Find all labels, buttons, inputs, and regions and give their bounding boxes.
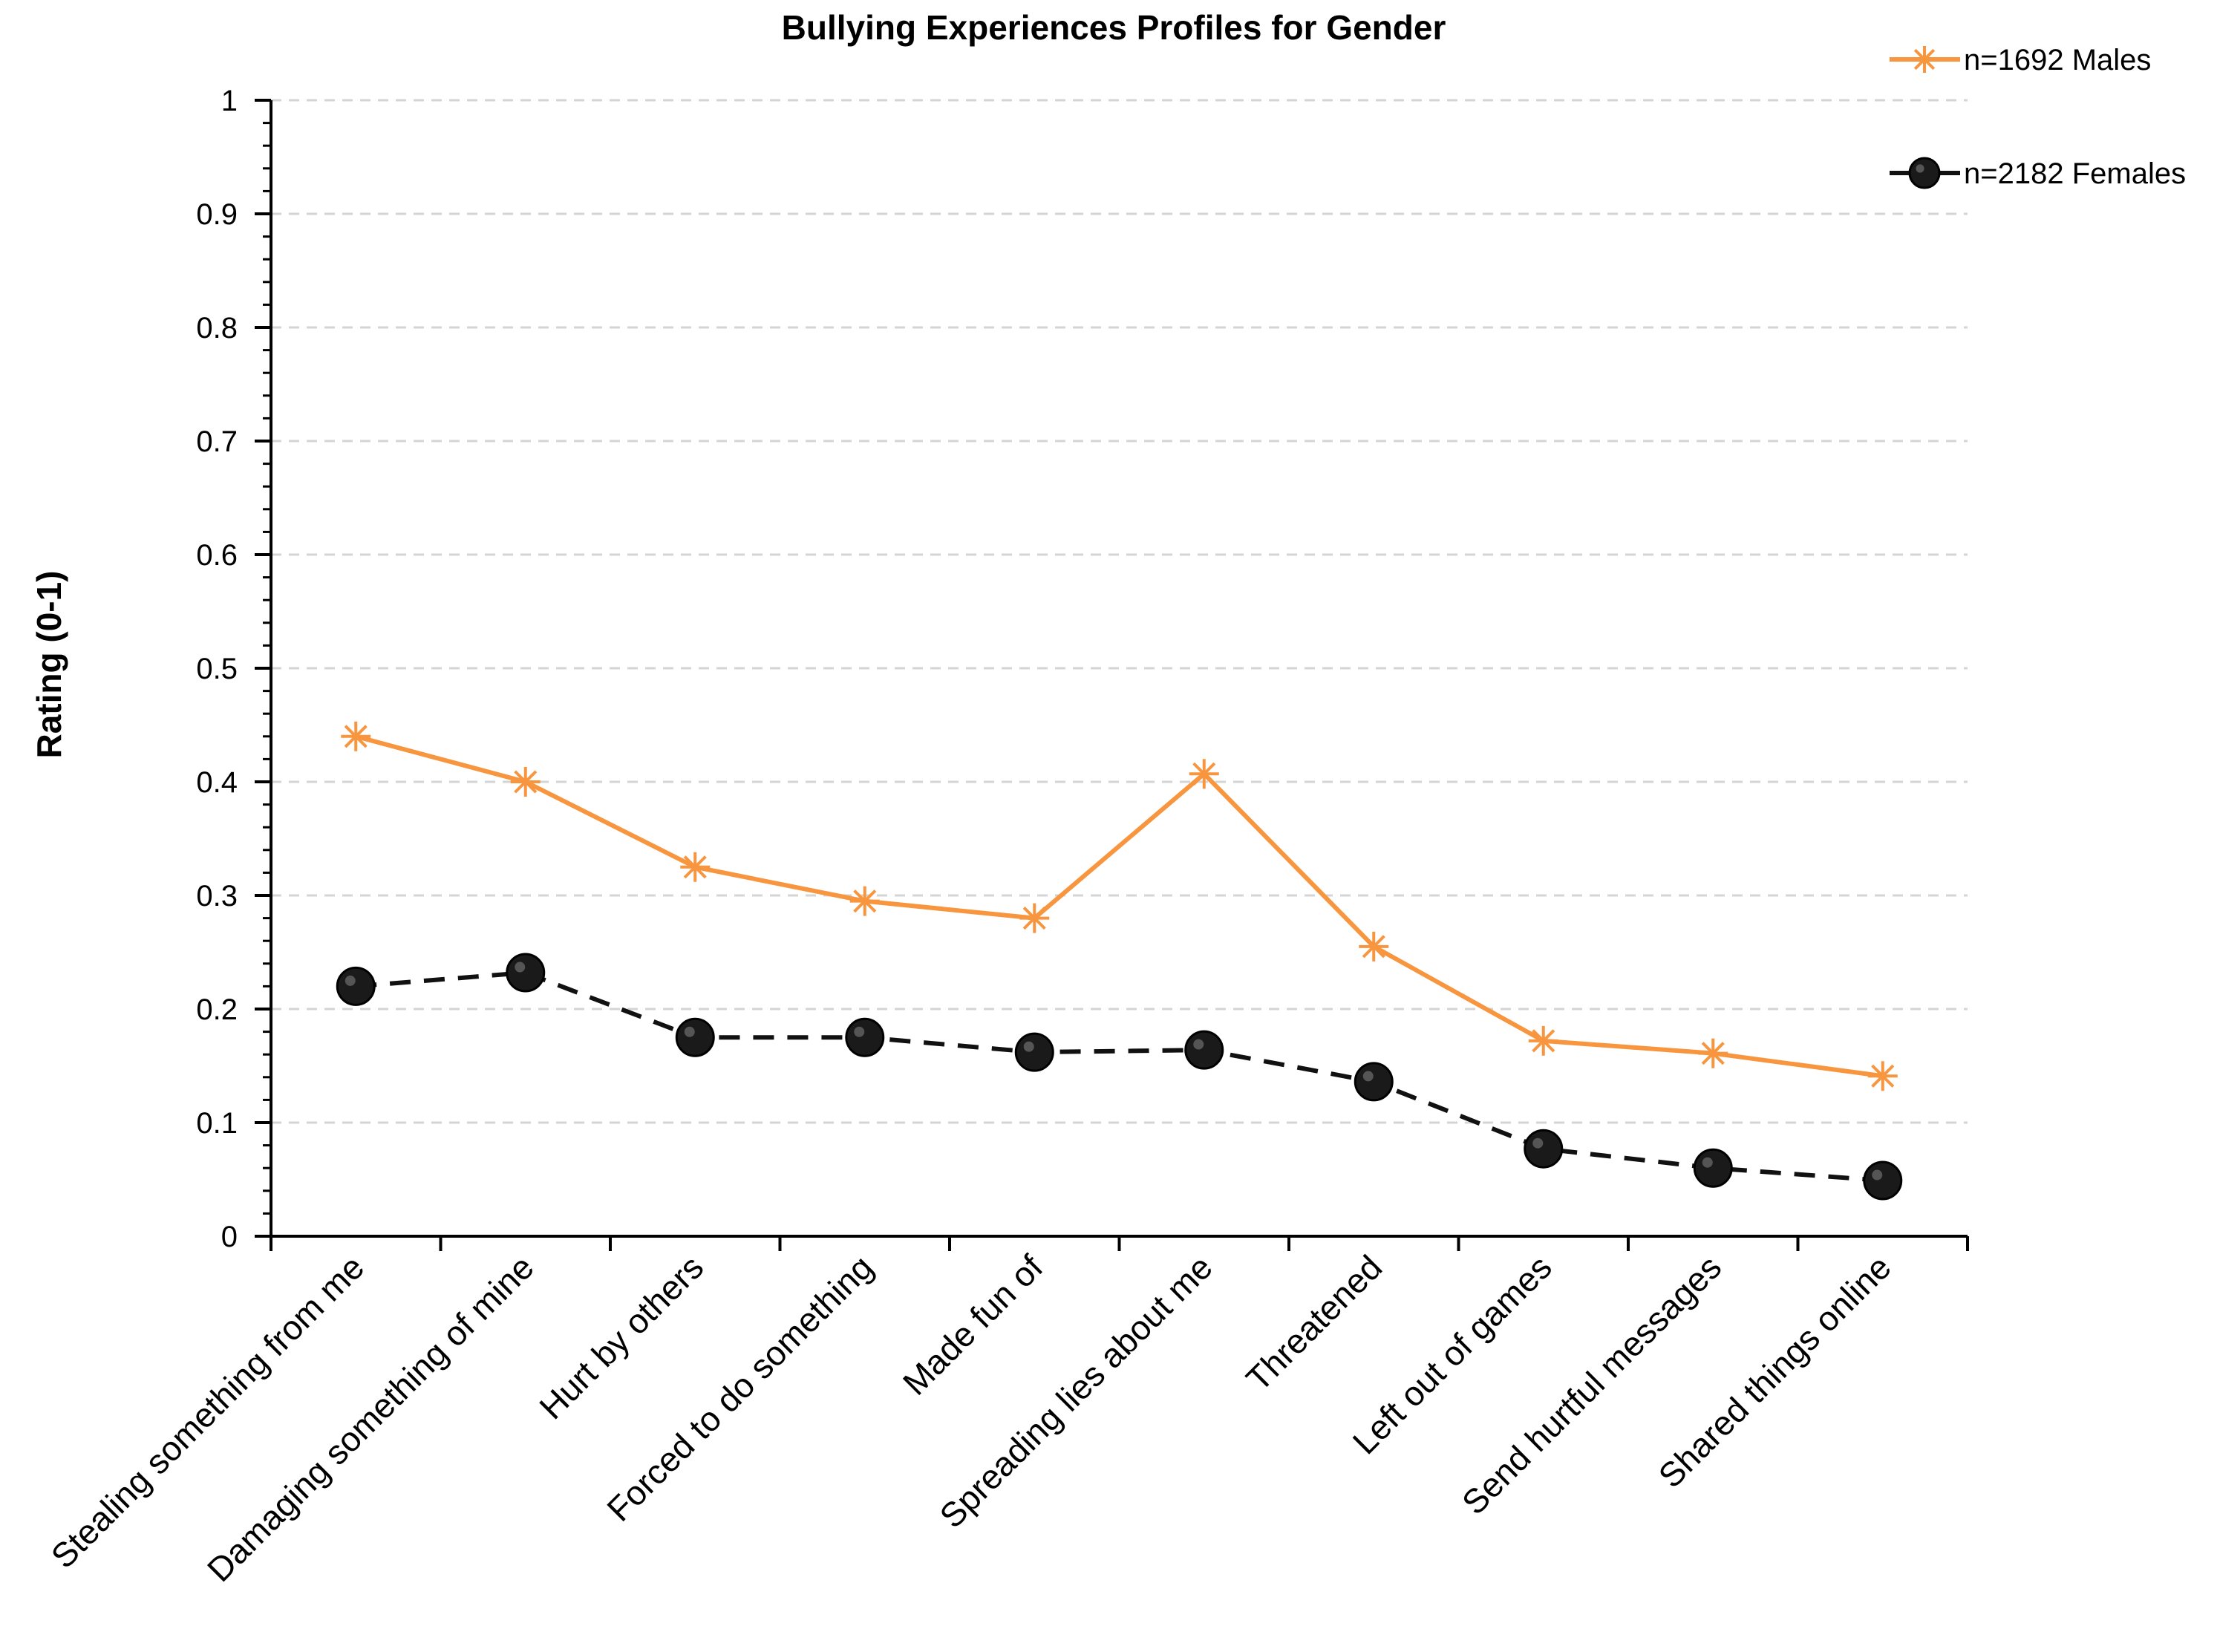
y-tick-label: 0.9	[196, 198, 238, 231]
legend-entry: n=2182 Females	[1890, 157, 2186, 190]
x-tick-label: Spreading lies about me	[932, 1247, 1220, 1535]
data-point	[849, 886, 880, 916]
y-tick-label: 0.8	[196, 312, 238, 345]
y-tick-label: 0.5	[196, 653, 238, 685]
y-tick-label: 0.4	[196, 766, 238, 799]
data-point	[1693, 1148, 1733, 1188]
data-point	[845, 1017, 885, 1057]
data-point	[506, 953, 546, 993]
data-point	[680, 852, 711, 882]
legend-marker	[1908, 157, 1941, 189]
data-point	[1189, 759, 1219, 789]
data-point	[1019, 903, 1050, 933]
axes	[255, 99, 1969, 1251]
y-tick-label: 1	[221, 85, 238, 117]
series-group	[336, 721, 1903, 1201]
y-tick-label: 0.1	[196, 1107, 238, 1140]
data-point	[1528, 1025, 1558, 1056]
data-point	[1354, 1062, 1394, 1102]
y-tick-label: 0.6	[196, 539, 238, 572]
series-line	[355, 734, 1884, 1079]
data-point	[1863, 1160, 1903, 1201]
y-tick-label: 0.2	[196, 993, 238, 1026]
x-tick-label: Damaging something of mine	[200, 1247, 541, 1589]
data-point	[1359, 931, 1389, 962]
legend-label: n=2182 Females	[1964, 157, 2186, 190]
data-point	[1524, 1129, 1564, 1169]
series-line	[356, 970, 1883, 1184]
x-tick-label: Hurt by others	[532, 1247, 711, 1426]
chart-title: Bullying Experiences Profiles for Gender	[782, 8, 1446, 47]
data-point	[1698, 1038, 1728, 1068]
y-axis-label: Rating (0-1)	[30, 571, 68, 759]
data-point	[341, 721, 371, 751]
data-point	[510, 767, 541, 797]
data-point	[1014, 1032, 1054, 1072]
y-axis-ticks: 0 0.1 0.2 0.3 0.4 0.5 0.6 0.7 0.8 0.9 1	[196, 85, 238, 1253]
legend: n=1692 Males n=2182 Females	[1890, 44, 2186, 190]
x-tick-label: Made fun of	[895, 1247, 1051, 1403]
gridlines	[271, 99, 1968, 1124]
legend-entry: n=1692 Males	[1890, 44, 2151, 76]
data-point	[1867, 1061, 1898, 1091]
y-tick-label: 0.7	[196, 425, 238, 458]
data-point	[675, 1017, 715, 1057]
data-point	[336, 966, 376, 1006]
data-point	[1184, 1030, 1224, 1070]
y-tick-label: 0	[221, 1221, 238, 1253]
series-females	[336, 953, 1903, 1201]
y-tick-label: 0.3	[196, 880, 238, 912]
series-males	[341, 721, 1898, 1091]
legend-label: n=1692 Males	[1964, 44, 2151, 76]
x-tick-label: Stealing something from me	[44, 1247, 372, 1576]
legend-marker	[1911, 46, 1938, 73]
x-tick-label: Threatened	[1238, 1247, 1389, 1398]
